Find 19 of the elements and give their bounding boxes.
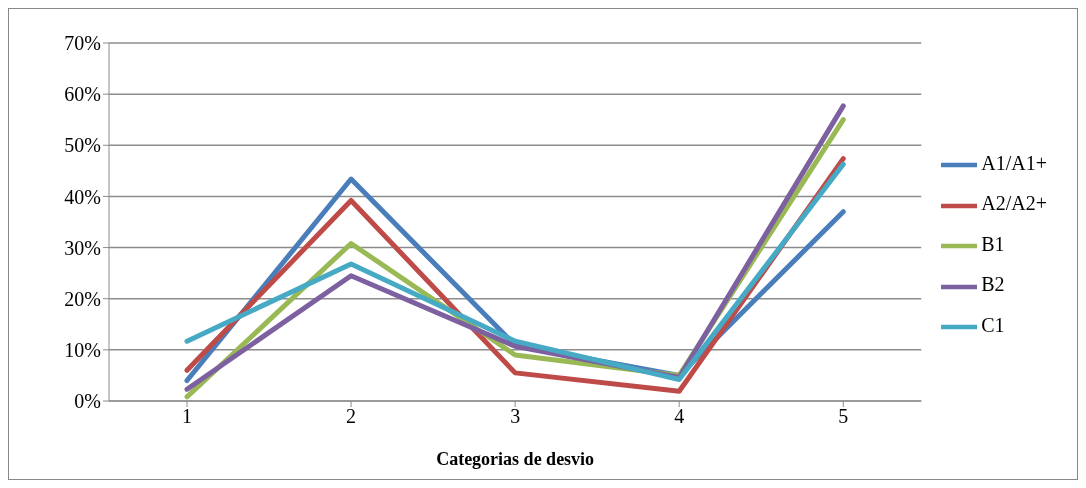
legend-label: A2/A2+ <box>981 192 1047 215</box>
x-tick-label: 3 <box>510 405 521 428</box>
x-tick-label: 1 <box>182 405 192 428</box>
y-tick-label: 70% <box>64 32 101 55</box>
legend-label: A1/A1+ <box>981 151 1047 174</box>
legend-label: C1 <box>981 313 1005 336</box>
y-tick-label: 20% <box>64 287 101 310</box>
x-tick-label: 5 <box>838 405 849 428</box>
y-tick-label: 10% <box>64 338 101 361</box>
y-tick-label: 0% <box>74 390 101 413</box>
legend-label: B1 <box>981 232 1005 255</box>
y-tick-label: 30% <box>64 236 101 259</box>
y-tick-label: 50% <box>64 134 101 157</box>
x-tick-label: 2 <box>346 405 357 428</box>
x-axis-title: Categorias de desvio <box>436 449 595 469</box>
y-tick-label: 40% <box>64 185 101 208</box>
x-tick-label: 4 <box>674 405 685 428</box>
legend-label: B2 <box>981 273 1005 296</box>
y-tick-label: 60% <box>64 83 101 106</box>
